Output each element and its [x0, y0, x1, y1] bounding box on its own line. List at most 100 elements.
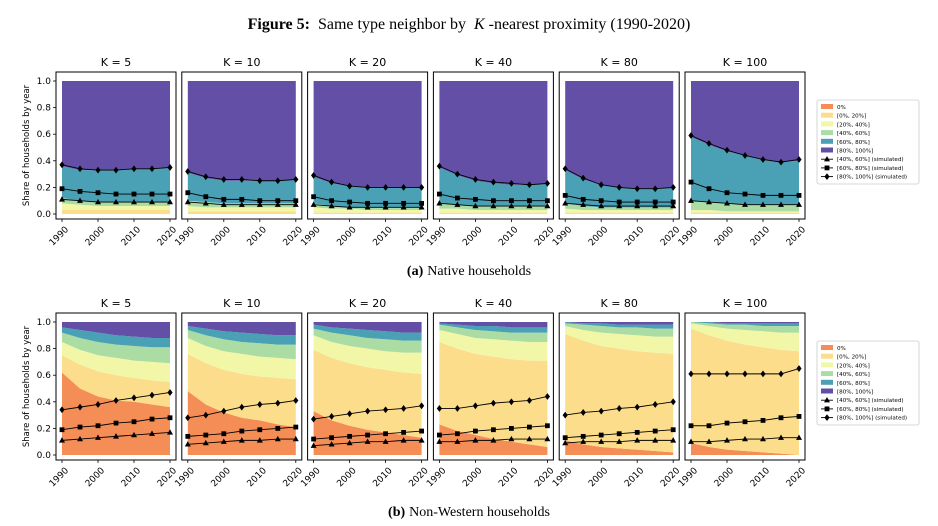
- simulated-marker-triangle: [274, 435, 281, 442]
- simulated-marker-triangle: [634, 202, 641, 209]
- simulated-marker-triangle: [824, 397, 830, 403]
- simulated-marker-square: [401, 429, 406, 435]
- simulated-marker-triangle: [292, 201, 299, 207]
- simulated-marker-triangle: [95, 198, 101, 205]
- simulated-marker-triangle: [616, 202, 623, 209]
- legend-swatch: [821, 379, 833, 385]
- simulated-marker-triangle: [760, 435, 766, 442]
- panel-title: K = 5: [101, 297, 131, 310]
- simulated-marker-triangle: [149, 198, 155, 205]
- simulated-marker-diamond: [436, 405, 442, 412]
- area-band-3: [565, 203, 674, 211]
- legend-swatch: [821, 121, 833, 127]
- x-tick-label: 2000: [84, 466, 107, 489]
- simulated-marker-square: [688, 179, 694, 185]
- simulated-marker-triangle: [382, 204, 389, 210]
- simulated-marker-triangle: [562, 200, 569, 206]
- simulated-marker-square: [742, 191, 748, 197]
- simulated-marker-square: [257, 198, 263, 204]
- simulated-marker-triangle: [400, 437, 407, 443]
- simulated-marker-diamond: [95, 401, 101, 408]
- simulated-marker-triangle: [634, 437, 641, 443]
- simulated-marker-triangle: [167, 198, 173, 205]
- simulated-marker-square: [347, 199, 352, 205]
- simulated-marker-diamond: [670, 398, 676, 406]
- legend-label: [40%, 60%]: [837, 372, 870, 378]
- simulated-marker-diamond: [203, 411, 209, 419]
- simulated-marker-triangle: [436, 438, 443, 444]
- simulated-marker-diamond: [796, 365, 802, 372]
- simulated-marker-square: [616, 431, 622, 437]
- simulated-marker-triangle: [508, 202, 515, 209]
- panel-frame: [558, 71, 680, 220]
- simulated-marker-diamond: [59, 161, 65, 169]
- legend-label: 0%: [837, 346, 846, 352]
- simulated-marker-triangle: [113, 198, 119, 205]
- legend-label: [60%, 80%]: [837, 140, 870, 146]
- simulated-marker-triangle: [167, 429, 173, 435]
- y-tick-label: 0.0: [37, 210, 52, 220]
- simulated-marker-square: [580, 196, 586, 202]
- area-band-1: [62, 210, 170, 214]
- simulated-marker-diamond: [419, 184, 425, 191]
- simulated-marker-square: [724, 190, 730, 196]
- area-band-2: [313, 335, 422, 374]
- simulated-marker-square: [365, 200, 370, 206]
- x-tick-label: 2010: [497, 225, 520, 248]
- simulated-marker-triangle: [742, 201, 748, 207]
- legend-label: [80%, 100%]: [837, 149, 873, 155]
- simulated-marker-square: [598, 198, 604, 204]
- x-tick-label: 2020: [785, 466, 808, 489]
- area-band-1: [565, 212, 674, 214]
- simulated-marker-diamond: [257, 177, 263, 185]
- simulated-marker-diamond: [383, 406, 389, 414]
- simulated-marker-triangle: [706, 438, 712, 444]
- area-band-4: [691, 322, 799, 326]
- area-band-3: [187, 329, 296, 360]
- simulated-marker-square: [257, 427, 263, 433]
- simulated-marker-diamond: [742, 152, 748, 159]
- panel-k=20: K = 20 1990 2000 2010 2020: [299, 56, 430, 248]
- x-tick-label: 2010: [749, 225, 772, 248]
- simulated-marker-diamond: [580, 174, 586, 182]
- simulated-marker-diamond: [616, 184, 622, 191]
- panel-k=80: K = 80 1990 2000 2010 2020: [551, 56, 682, 248]
- simulated-marker-triangle: [77, 435, 83, 442]
- area-band-5: [439, 322, 548, 328]
- simulated-marker-diamond: [760, 370, 766, 378]
- panel-k=20: K = 20 1990 2000 2010 2020: [299, 297, 430, 489]
- simulated-marker-square: [221, 196, 227, 202]
- simulated-marker-triangle: [346, 204, 353, 210]
- simulated-marker-diamond: [221, 407, 227, 415]
- simulated-marker-diamond: [580, 409, 586, 416]
- y-tick-label: 0.0: [37, 451, 52, 461]
- simulated-marker-diamond: [257, 401, 263, 408]
- simulated-marker-triangle: [778, 434, 784, 440]
- x-tick-label: 2010: [120, 225, 143, 248]
- simulated-marker-triangle: [220, 201, 227, 207]
- legend-label: [60%, 80%]: [837, 381, 870, 387]
- simulated-marker-diamond: [113, 166, 119, 174]
- area-band-3: [62, 332, 170, 364]
- simulated-marker-triangle: [436, 200, 443, 206]
- x-tick-label: 2010: [371, 466, 394, 489]
- area-band-5: [313, 322, 422, 333]
- simulated-marker-square: [167, 191, 173, 197]
- area-band-0: [565, 440, 674, 455]
- simulated-marker-diamond: [508, 398, 514, 406]
- panel-title: K = 10: [223, 297, 260, 310]
- x-tick-label: 2010: [246, 225, 269, 248]
- simulated-marker-triangle: [472, 202, 479, 209]
- simulated-marker-square: [437, 432, 442, 438]
- simulated-marker-square: [95, 423, 101, 429]
- simulated-marker-triangle: [59, 437, 65, 443]
- panel-title: K = 5: [101, 56, 131, 69]
- simulated-marker-diamond: [724, 370, 730, 378]
- simulated-marker-triangle: [184, 198, 191, 205]
- x-tick-label: 1990: [425, 225, 448, 248]
- simulated-marker-triangle: [131, 198, 137, 205]
- y-tick-label: 0.4: [37, 157, 52, 167]
- area-band-5: [439, 81, 548, 185]
- simulated-marker-diamond: [275, 177, 281, 185]
- panel-title: K = 40: [475, 297, 512, 310]
